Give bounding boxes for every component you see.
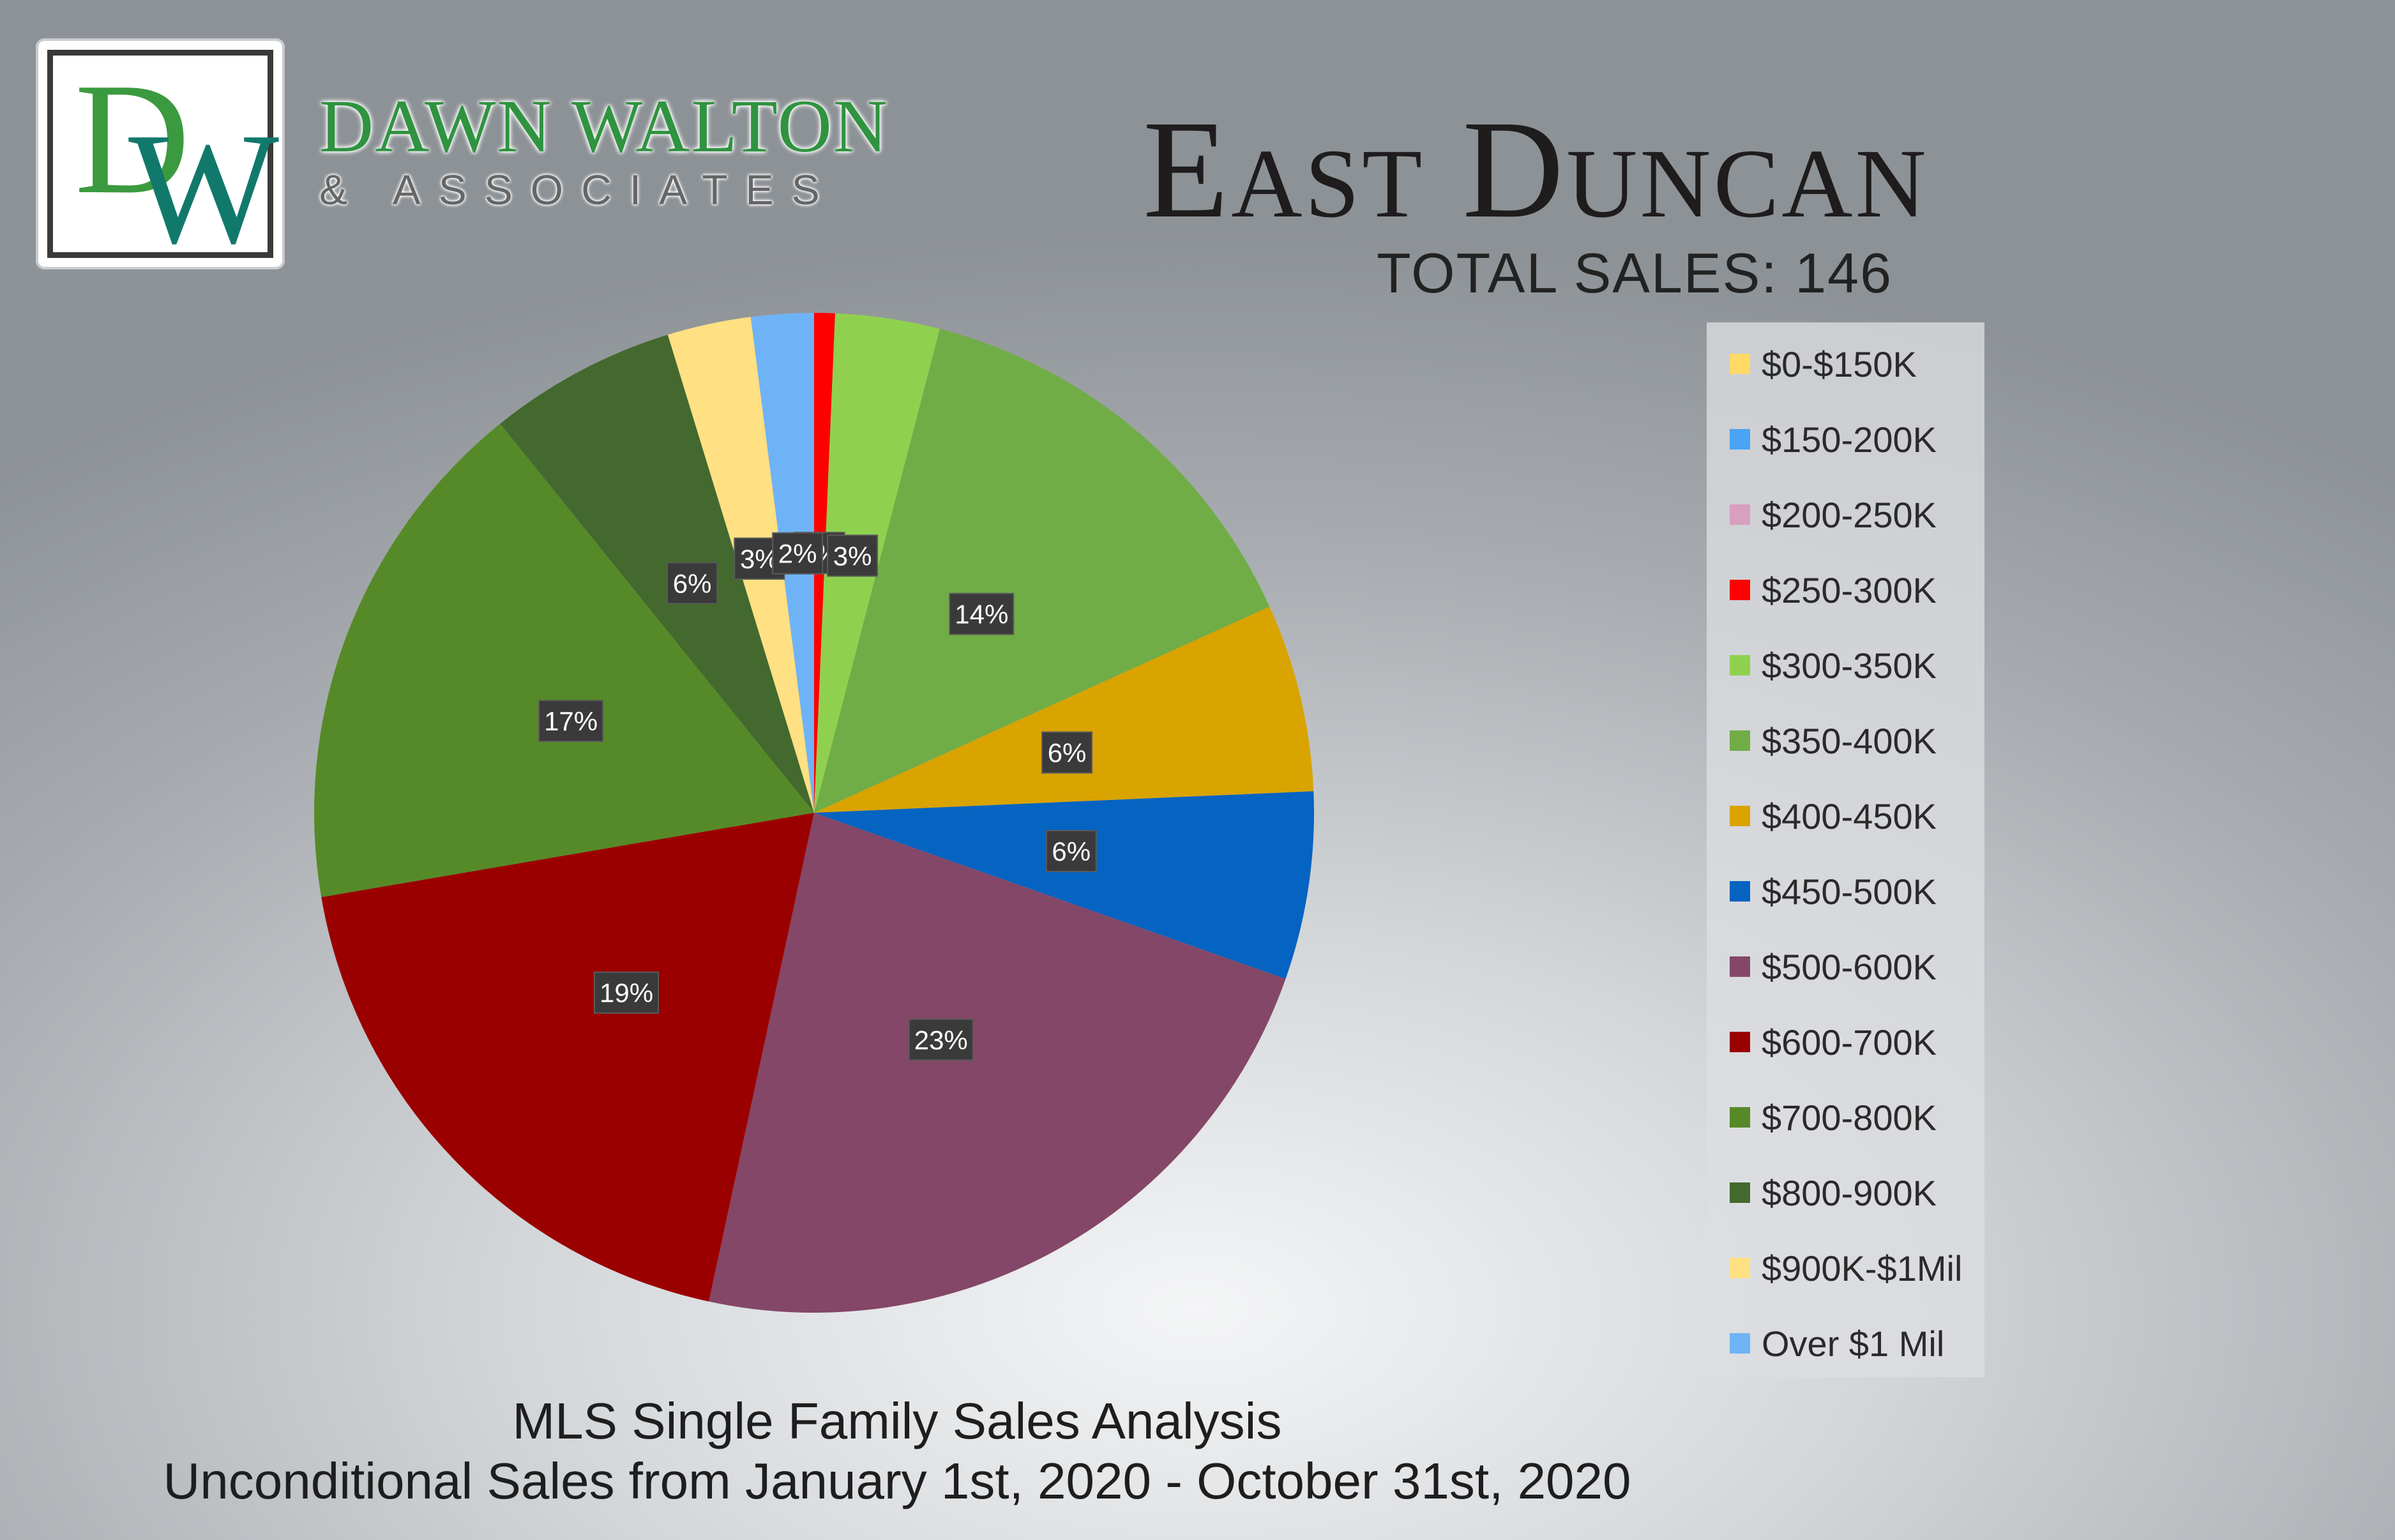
legend-item-500-600k: $500-600K <box>1730 944 1937 989</box>
pie-label-background <box>1045 829 1097 872</box>
legend-swatch <box>1730 504 1750 525</box>
legend-item-over-1-mil: Over $1 Mil <box>1730 1321 1944 1366</box>
legend-swatch <box>1730 1182 1750 1203</box>
legend-item-300-350k: $300-350K <box>1730 643 1937 688</box>
pie-label-background <box>594 971 660 1014</box>
pie-label-text: 23% <box>914 1025 968 1055</box>
pie-slices <box>314 313 1315 1313</box>
pie-label-over-1-mil: 2% <box>772 532 824 575</box>
legend-label: $400-450K <box>1762 796 1937 836</box>
pie-label-text: 19% <box>600 978 653 1008</box>
pie-label-text: 17% <box>544 706 598 736</box>
legend-label: $700-800K <box>1762 1097 1937 1138</box>
pie-slice-500-600k <box>709 813 1286 1313</box>
legend-swatch <box>1730 806 1750 826</box>
legend-swatch <box>1730 1107 1750 1128</box>
pie-label-500-600k: 23% <box>908 1018 974 1061</box>
footer-title: MLS Single Family Sales Analysis <box>512 1393 1282 1449</box>
legend-item-800-900k: $800-900K <box>1730 1170 1937 1215</box>
legend-swatch <box>1730 429 1750 449</box>
legend-swatch <box>1730 730 1750 751</box>
legend-label: $500-600K <box>1762 946 1937 987</box>
pie-label-background <box>772 532 824 575</box>
pie-label-background <box>827 534 879 577</box>
legend-label: $800-900K <box>1762 1172 1937 1213</box>
pie-slice-700-800k <box>314 423 814 898</box>
legend-label: $300-350K <box>1762 645 1937 686</box>
pie-label-300-350k: 3% <box>827 534 879 577</box>
footer-subtitle: Unconditional Sales from January 1st, 20… <box>163 1453 1631 1509</box>
pie-label-450-500k: 6% <box>1045 829 1097 872</box>
legend-swatch <box>1730 354 1750 374</box>
pie-label-background <box>538 700 604 743</box>
region-title: East Duncan <box>1143 91 1929 247</box>
legend-item-400-450k: $400-450K <box>1730 794 1937 838</box>
pie-label-350-400k: 14% <box>949 593 1015 635</box>
pie-label-background <box>667 562 718 605</box>
legend-item-250-300k: $250-300K <box>1730 568 1937 612</box>
legend-swatch <box>1730 1258 1750 1278</box>
legend-label: $450-500K <box>1762 871 1937 912</box>
pie-label-700-800k: 17% <box>538 700 604 743</box>
pie-label-text: 6% <box>1052 836 1091 866</box>
pie-label-600-700k: 19% <box>594 971 660 1014</box>
legend-label: Over $1 Mil <box>1762 1323 1945 1364</box>
legend-swatch <box>1730 1333 1750 1354</box>
pie-label-text: 14% <box>955 600 1008 630</box>
legend-label: $0-$150K <box>1762 343 1917 384</box>
pie-label-text: 6% <box>673 568 712 598</box>
pie-label-text: 2% <box>778 539 817 569</box>
legend-label: $600-700K <box>1762 1022 1937 1062</box>
logo-frame: D W <box>47 50 279 269</box>
legend-item-150-200k: $150-200K <box>1730 417 1937 462</box>
brand-logo: D W <box>36 38 285 269</box>
logo-letter-d: D <box>75 50 190 227</box>
legend-swatch <box>1730 956 1750 977</box>
pie-slice-450-500k <box>814 791 1315 979</box>
legend-item-0-150k: $0-$150K <box>1730 342 1917 386</box>
legend-item-900k-1mil: $900K-$1Mil <box>1730 1246 1962 1290</box>
pie-label-background <box>1041 731 1093 774</box>
legend-label: $150-200K <box>1762 419 1937 460</box>
legend-swatch <box>1730 881 1750 902</box>
pie-label-background <box>949 593 1015 635</box>
pie-label-text: 6% <box>1048 738 1087 768</box>
pie-label-400-450k: 6% <box>1041 731 1093 774</box>
pie-label-800-900k: 6% <box>667 562 718 605</box>
legend-label: $250-300K <box>1762 570 1937 610</box>
chart-legend: $0-$150K $150-200K $200-250K $250-300K $300-… <box>1707 322 1984 1377</box>
pie-label-text: 3% <box>833 541 872 571</box>
legend-swatch <box>1730 655 1750 676</box>
total-sales: TOTAL SALES: 146 <box>1376 241 1893 305</box>
brand-name: DAWN WALTON <box>319 84 889 168</box>
pie-label-background <box>908 1018 974 1061</box>
legend-swatch <box>1730 1032 1750 1052</box>
legend-item-700-800k: $700-800K <box>1730 1095 1937 1140</box>
pie-slice-800-900k <box>500 335 814 813</box>
legend-label: $900K-$1Mil <box>1762 1248 1963 1288</box>
pie-slice-600-700k <box>321 813 815 1302</box>
pie-slice-400-450k <box>814 607 1314 813</box>
legend-item-450-500k: $450-500K <box>1730 869 1937 914</box>
pie-slice-350-400k <box>814 329 1270 813</box>
legend-swatch <box>1730 580 1750 600</box>
legend-label: $350-400K <box>1762 720 1937 761</box>
pie-data-labels: 1%3%14%6%6%23%19%17%6%3%2% <box>538 531 1097 1061</box>
legend-label: $200-250K <box>1762 494 1937 535</box>
logo-letter-w: W <box>128 100 279 277</box>
legend-item-350-400k: $350-400K <box>1730 718 1937 763</box>
legend-item-600-700k: $600-700K <box>1730 1020 1937 1064</box>
legend-item-200-250k: $200-250K <box>1730 492 1937 537</box>
brand-subtitle: & ASSOCIATES <box>319 166 838 213</box>
